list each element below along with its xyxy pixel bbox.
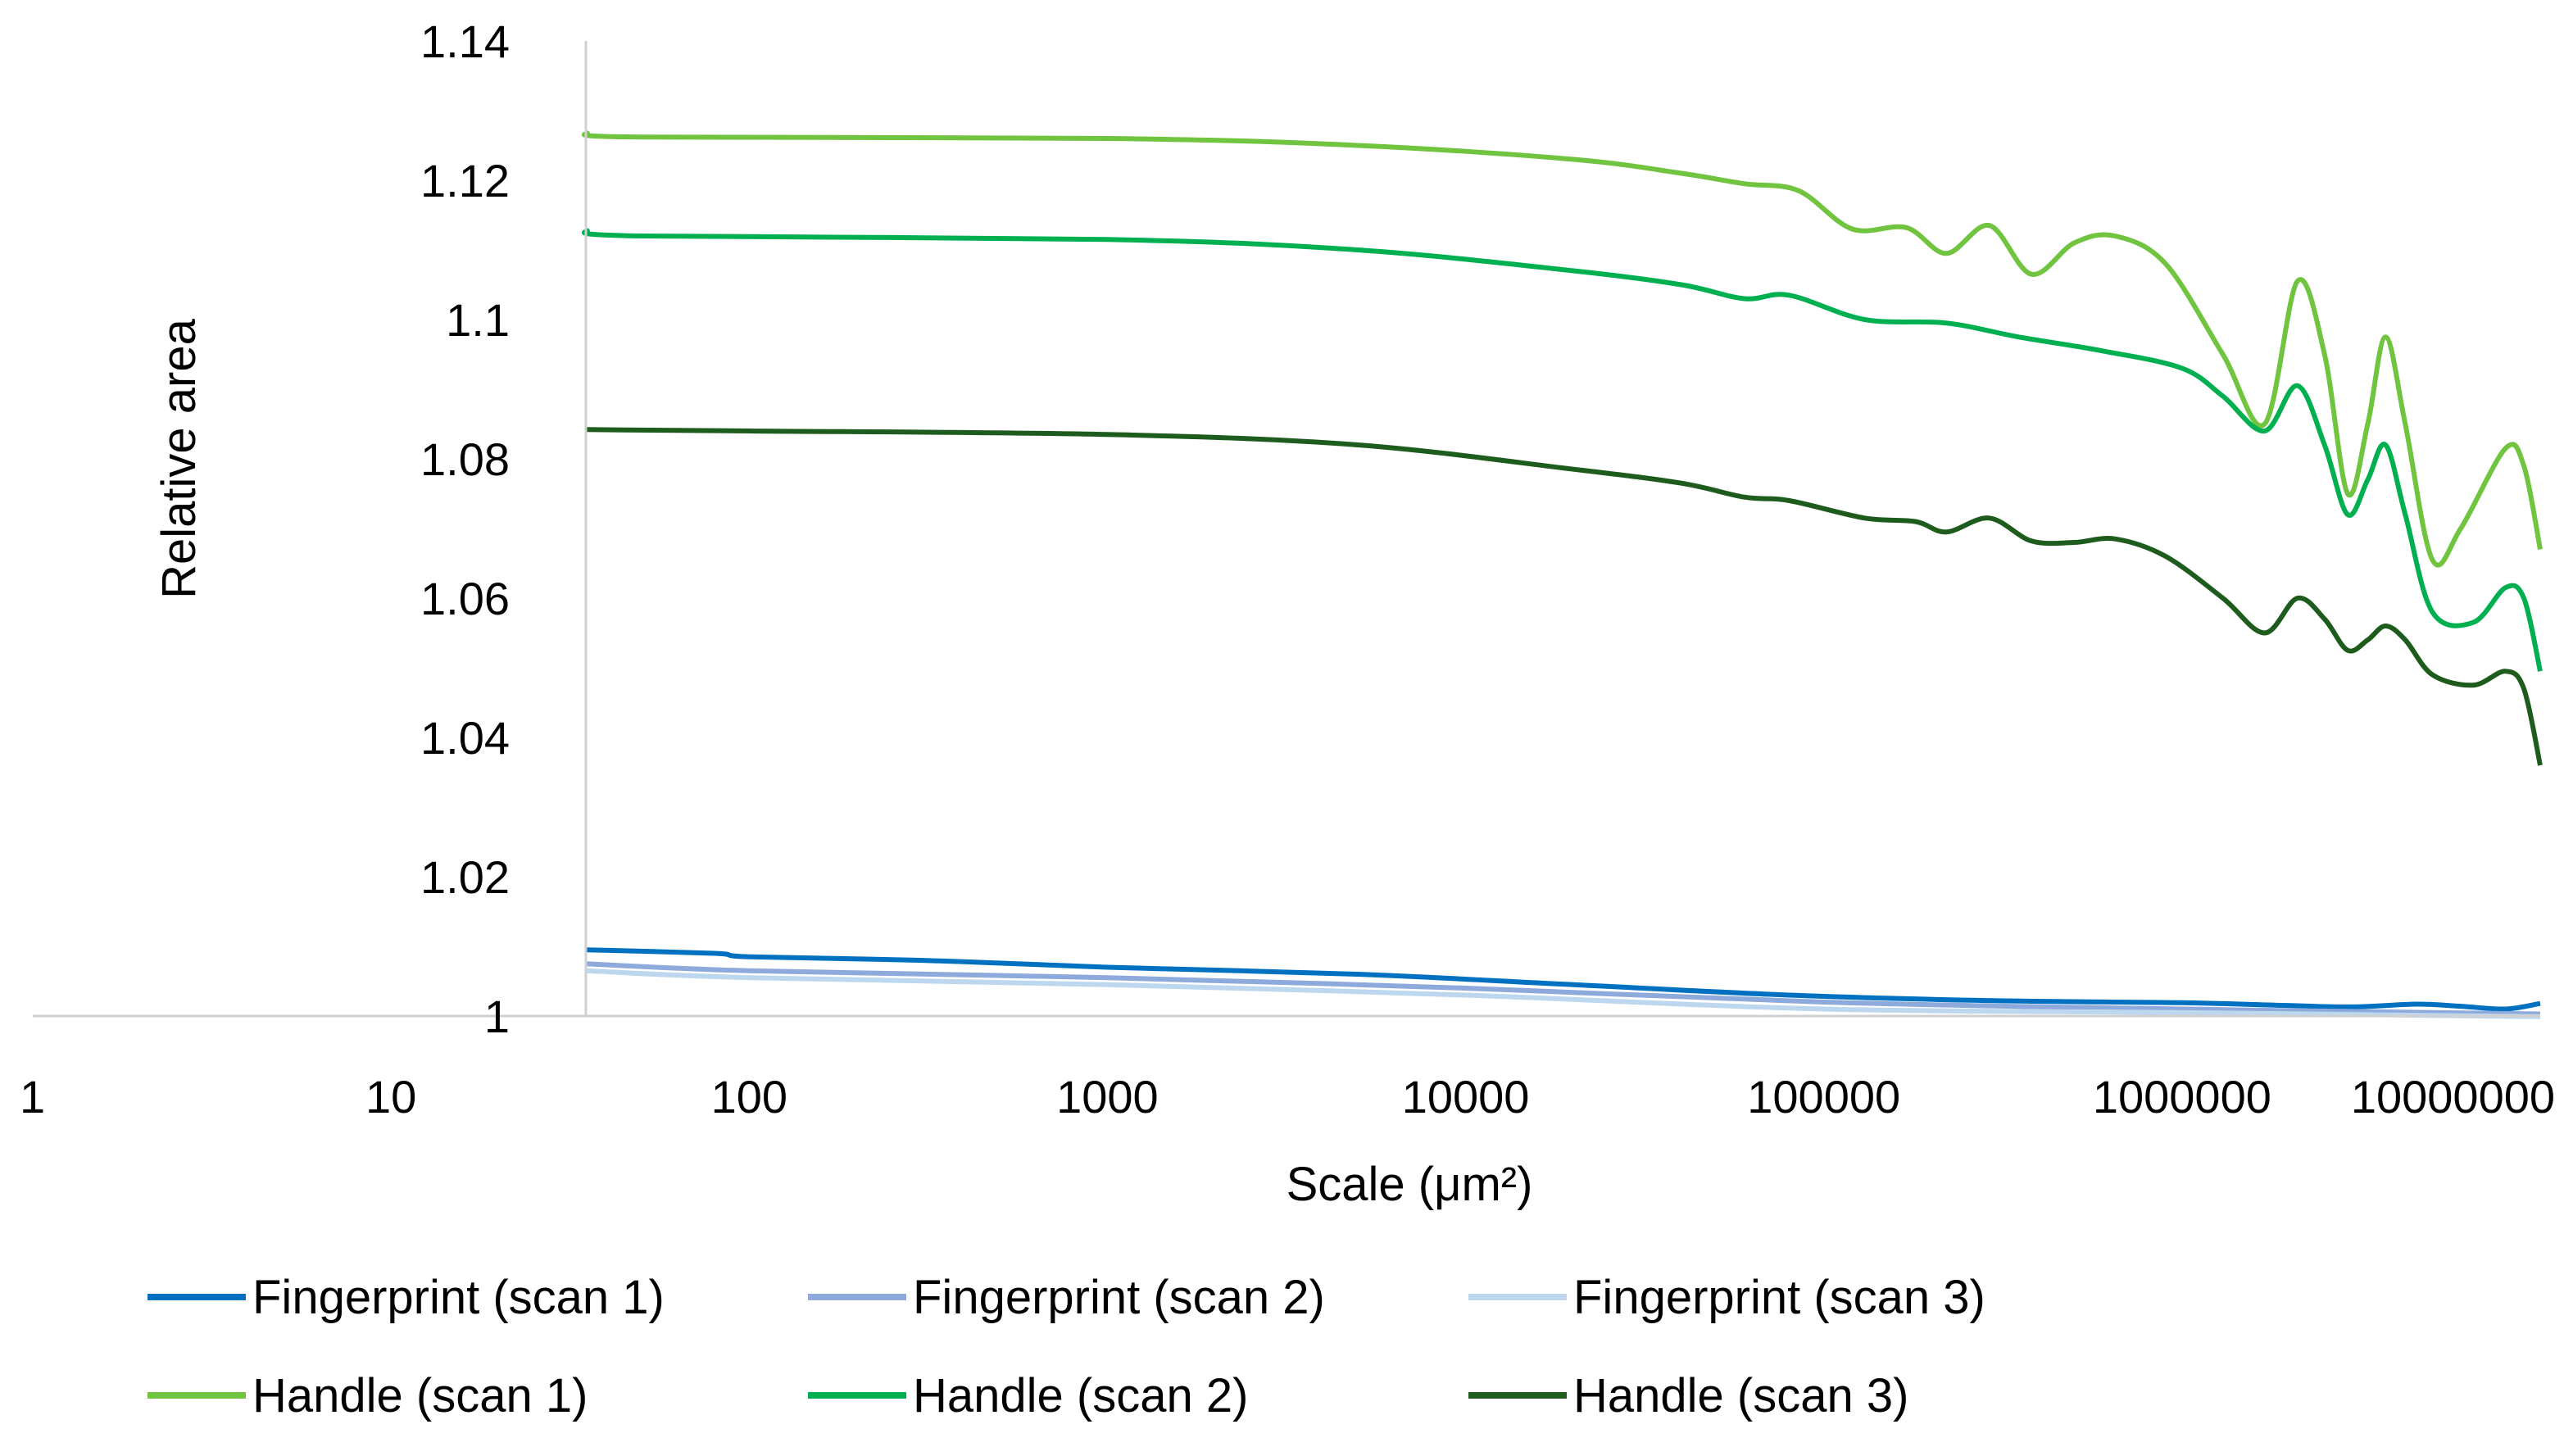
legend-label: Fingerprint (scan 1) <box>252 1270 665 1324</box>
legend-label: Handle (scan 3) <box>1573 1368 1909 1422</box>
x-tick-label: 10 <box>365 1071 416 1123</box>
x-axis-ticks: 1 10 100 1000 10000 100000 1000000 10000000 <box>20 1071 2555 1123</box>
x-axis-title: Scale (μm²) <box>1286 1158 1533 1211</box>
x-tick-label: 10000 <box>1402 1071 1530 1123</box>
chart-legend: Fingerprint (scan 1) Fingerprint (scan 2)… <box>147 1268 2114 1424</box>
x-tick-label: 100 <box>711 1071 787 1123</box>
series-line-1 <box>585 947 2541 1012</box>
y-tick-label: 1.06 <box>420 573 510 624</box>
y-tick-label: 1.14 <box>420 16 510 67</box>
y-tick-label: 1.1 <box>446 294 510 346</box>
series-line-3 <box>585 968 2541 1019</box>
legend-item: Handle (scan 3) <box>1468 1367 2129 1424</box>
series-line-2 <box>585 961 2541 1017</box>
legend-label: Handle (scan 1) <box>252 1368 588 1422</box>
legend-swatch <box>1468 1392 1567 1399</box>
y-tick-label: 1.02 <box>420 851 510 903</box>
y-tick-label: 1.04 <box>420 712 510 764</box>
legend-item: Fingerprint (scan 1) <box>147 1268 808 1326</box>
y-axis-ticks: 1 1.02 1.04 1.06 1.08 1.1 1.12 1.14 <box>420 16 510 1042</box>
legend-swatch <box>147 1392 246 1399</box>
legend-item: Handle (scan 2) <box>808 1367 1468 1424</box>
x-tick-label: 1000000 <box>2093 1071 2271 1123</box>
y-axis-title: Relative area <box>152 318 206 598</box>
x-tick-label: 1 <box>20 1071 45 1123</box>
legend-item: Handle (scan 1) <box>147 1367 808 1424</box>
plot-lines <box>581 130 2543 1019</box>
legend-label: Fingerprint (scan 2) <box>913 1270 1325 1324</box>
line-chart: 11.021.041.061.081.11.121.14 1 10 100 1000 1… <box>20 16 2555 1211</box>
legend-label: Handle (scan 2) <box>913 1368 1249 1422</box>
x-tick-label: 1000 <box>1056 1071 1159 1123</box>
legend-swatch <box>1468 1294 1567 1300</box>
legend-item: Fingerprint (scan 3) <box>1468 1268 2129 1326</box>
series-line-4 <box>581 130 2543 568</box>
x-tick-label: 10000000 <box>2351 1071 2555 1123</box>
y-tick-label: 1.12 <box>420 155 510 206</box>
y-tick-label: 1.08 <box>420 433 510 485</box>
legend-item: Fingerprint (scan 2) <box>808 1268 1468 1326</box>
y-tick-label: 1 <box>484 991 510 1042</box>
legend-swatch <box>808 1392 906 1399</box>
series-line-5 <box>581 228 2543 672</box>
legend-label: Fingerprint (scan 3) <box>1573 1270 1985 1324</box>
x-tick-label: 100000 <box>1747 1071 1900 1123</box>
series-line-6 <box>585 427 2543 766</box>
legend-swatch <box>147 1294 246 1300</box>
legend-swatch <box>808 1294 906 1300</box>
